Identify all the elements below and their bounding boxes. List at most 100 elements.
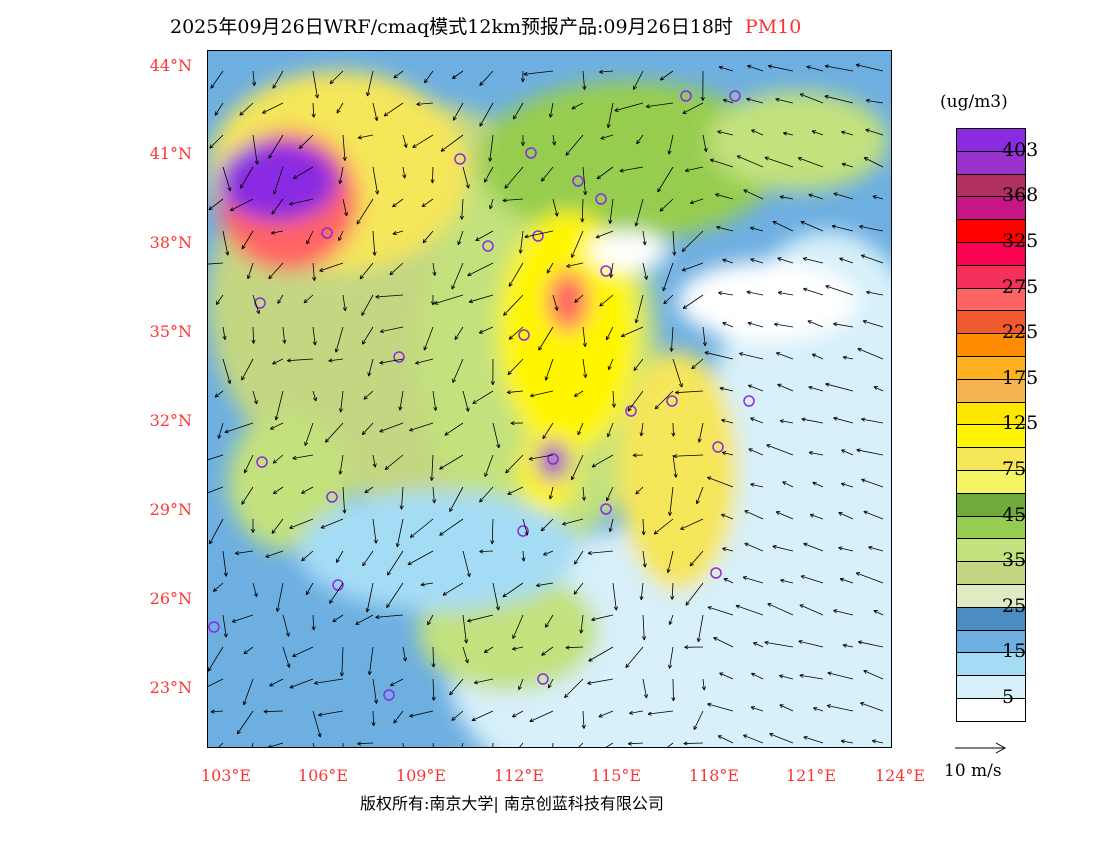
wind-arrow bbox=[490, 518, 495, 545]
wind-arrow bbox=[524, 230, 554, 239]
wind-arrow bbox=[484, 454, 494, 478]
wind-arrow bbox=[825, 284, 854, 296]
wind-arrow bbox=[386, 550, 404, 576]
wind-vectors bbox=[208, 63, 884, 747]
colorbar-label: 5 bbox=[1002, 686, 1015, 708]
wind-arrow bbox=[859, 702, 884, 712]
wind-arrow bbox=[209, 134, 224, 149]
wind-arrow bbox=[801, 417, 824, 424]
wind-scale-arrow bbox=[955, 742, 1007, 754]
wind-arrow bbox=[811, 353, 824, 360]
wind-arrow bbox=[318, 710, 344, 717]
wind-arrow bbox=[802, 257, 824, 264]
wind-arrow bbox=[214, 390, 224, 398]
colorbar-label: 25 bbox=[1002, 594, 1027, 617]
wind-arrow bbox=[668, 486, 674, 516]
wind-arrow bbox=[272, 358, 284, 365]
wind-arrow bbox=[520, 70, 525, 83]
wind-arrow bbox=[636, 134, 644, 145]
wind-arrow bbox=[359, 262, 374, 280]
wind-arrow bbox=[329, 70, 344, 85]
wind-arrow bbox=[857, 640, 884, 648]
copyright-text: 版权所有:南京大学| 南京创蓝科技有限公司 bbox=[360, 794, 664, 813]
wind-arrow bbox=[750, 672, 764, 680]
wind-arrow bbox=[252, 70, 257, 87]
wind-arrow bbox=[252, 390, 258, 405]
wind-arrow bbox=[577, 422, 584, 436]
wind-arrow bbox=[769, 733, 794, 744]
wind-arrow bbox=[571, 230, 584, 258]
wind-arrow bbox=[339, 646, 345, 677]
wind-arrow bbox=[742, 734, 764, 744]
wind-arrow bbox=[478, 326, 494, 334]
wind-arrow bbox=[392, 198, 404, 208]
city-marker bbox=[600, 265, 612, 277]
wind-arrow bbox=[274, 390, 284, 421]
wind-arrow bbox=[538, 326, 554, 351]
wind-arrow bbox=[462, 390, 470, 412]
wind-arrow bbox=[272, 70, 284, 89]
wind-arrow bbox=[608, 198, 614, 224]
wind-arrow bbox=[552, 294, 559, 311]
wind-arrow bbox=[700, 70, 705, 101]
wind-arrow bbox=[813, 706, 824, 712]
wind-arrow bbox=[599, 294, 614, 307]
wind-arrow bbox=[779, 704, 794, 712]
wind-arrow bbox=[408, 422, 434, 432]
wind-arrow bbox=[718, 291, 734, 296]
wind-arrow bbox=[521, 550, 526, 562]
wind-arrow bbox=[518, 230, 524, 254]
wind-arrow bbox=[609, 262, 614, 278]
colorbar-swatch bbox=[957, 334, 1025, 357]
wind-arrow bbox=[217, 422, 224, 439]
wind-arrow bbox=[451, 70, 464, 80]
colorbar-label: 275 bbox=[1002, 275, 1039, 298]
wind-arrow bbox=[713, 637, 734, 648]
wind-arrow bbox=[548, 102, 554, 118]
wind-arrow bbox=[479, 486, 494, 503]
city-marker bbox=[625, 405, 637, 417]
wind-arrow bbox=[471, 710, 494, 722]
wind-arrow bbox=[552, 134, 557, 146]
concentration-field bbox=[208, 51, 891, 747]
wind-arrow bbox=[571, 102, 584, 110]
wind-arrow bbox=[582, 326, 587, 348]
wind-arrow bbox=[717, 130, 734, 136]
wind-arrow bbox=[312, 70, 320, 99]
colorbar-unit: (ug/m3) bbox=[940, 92, 1008, 112]
lat-label: 23°N bbox=[149, 678, 192, 697]
wind-arrow bbox=[856, 448, 884, 456]
wind-arrow bbox=[311, 614, 316, 631]
wind-arrow bbox=[449, 678, 464, 696]
wind-arrow bbox=[502, 582, 524, 598]
wind-arrow bbox=[319, 262, 344, 272]
lon-label: 118°E bbox=[688, 766, 740, 785]
wind-arrow bbox=[767, 603, 794, 616]
wind-arrow bbox=[667, 742, 674, 747]
chart-title: 2025年09月26日WRF/cmaq模式12km预报产品:09月26日18时 P… bbox=[170, 12, 801, 39]
wind-arrow bbox=[473, 678, 494, 685]
wind-arrow bbox=[210, 709, 224, 714]
colorbar-swatch bbox=[957, 607, 1025, 631]
wind-arrow bbox=[210, 70, 224, 89]
wind-arrow bbox=[672, 454, 678, 478]
wind-arrow bbox=[222, 166, 232, 192]
wind-arrow bbox=[384, 454, 404, 470]
wind-arrow bbox=[587, 678, 614, 686]
wind-arrow bbox=[562, 518, 584, 526]
wind-arrow bbox=[857, 347, 884, 360]
wind-arrow bbox=[502, 198, 524, 203]
wind-arrow bbox=[684, 645, 704, 650]
colorbar-label: 45 bbox=[1002, 503, 1027, 526]
wind-arrow bbox=[775, 352, 794, 360]
lat-label: 44°N bbox=[149, 56, 192, 75]
wind-arrow bbox=[780, 578, 794, 584]
wind-arrow bbox=[868, 545, 884, 552]
wind-arrow bbox=[605, 326, 614, 341]
wind-arrow bbox=[356, 198, 374, 225]
wind-arrow bbox=[861, 417, 884, 424]
wind-arrow bbox=[483, 646, 494, 654]
wind-arrow bbox=[393, 710, 404, 724]
wind-arrow bbox=[338, 230, 344, 242]
wind-arrow bbox=[241, 486, 254, 505]
